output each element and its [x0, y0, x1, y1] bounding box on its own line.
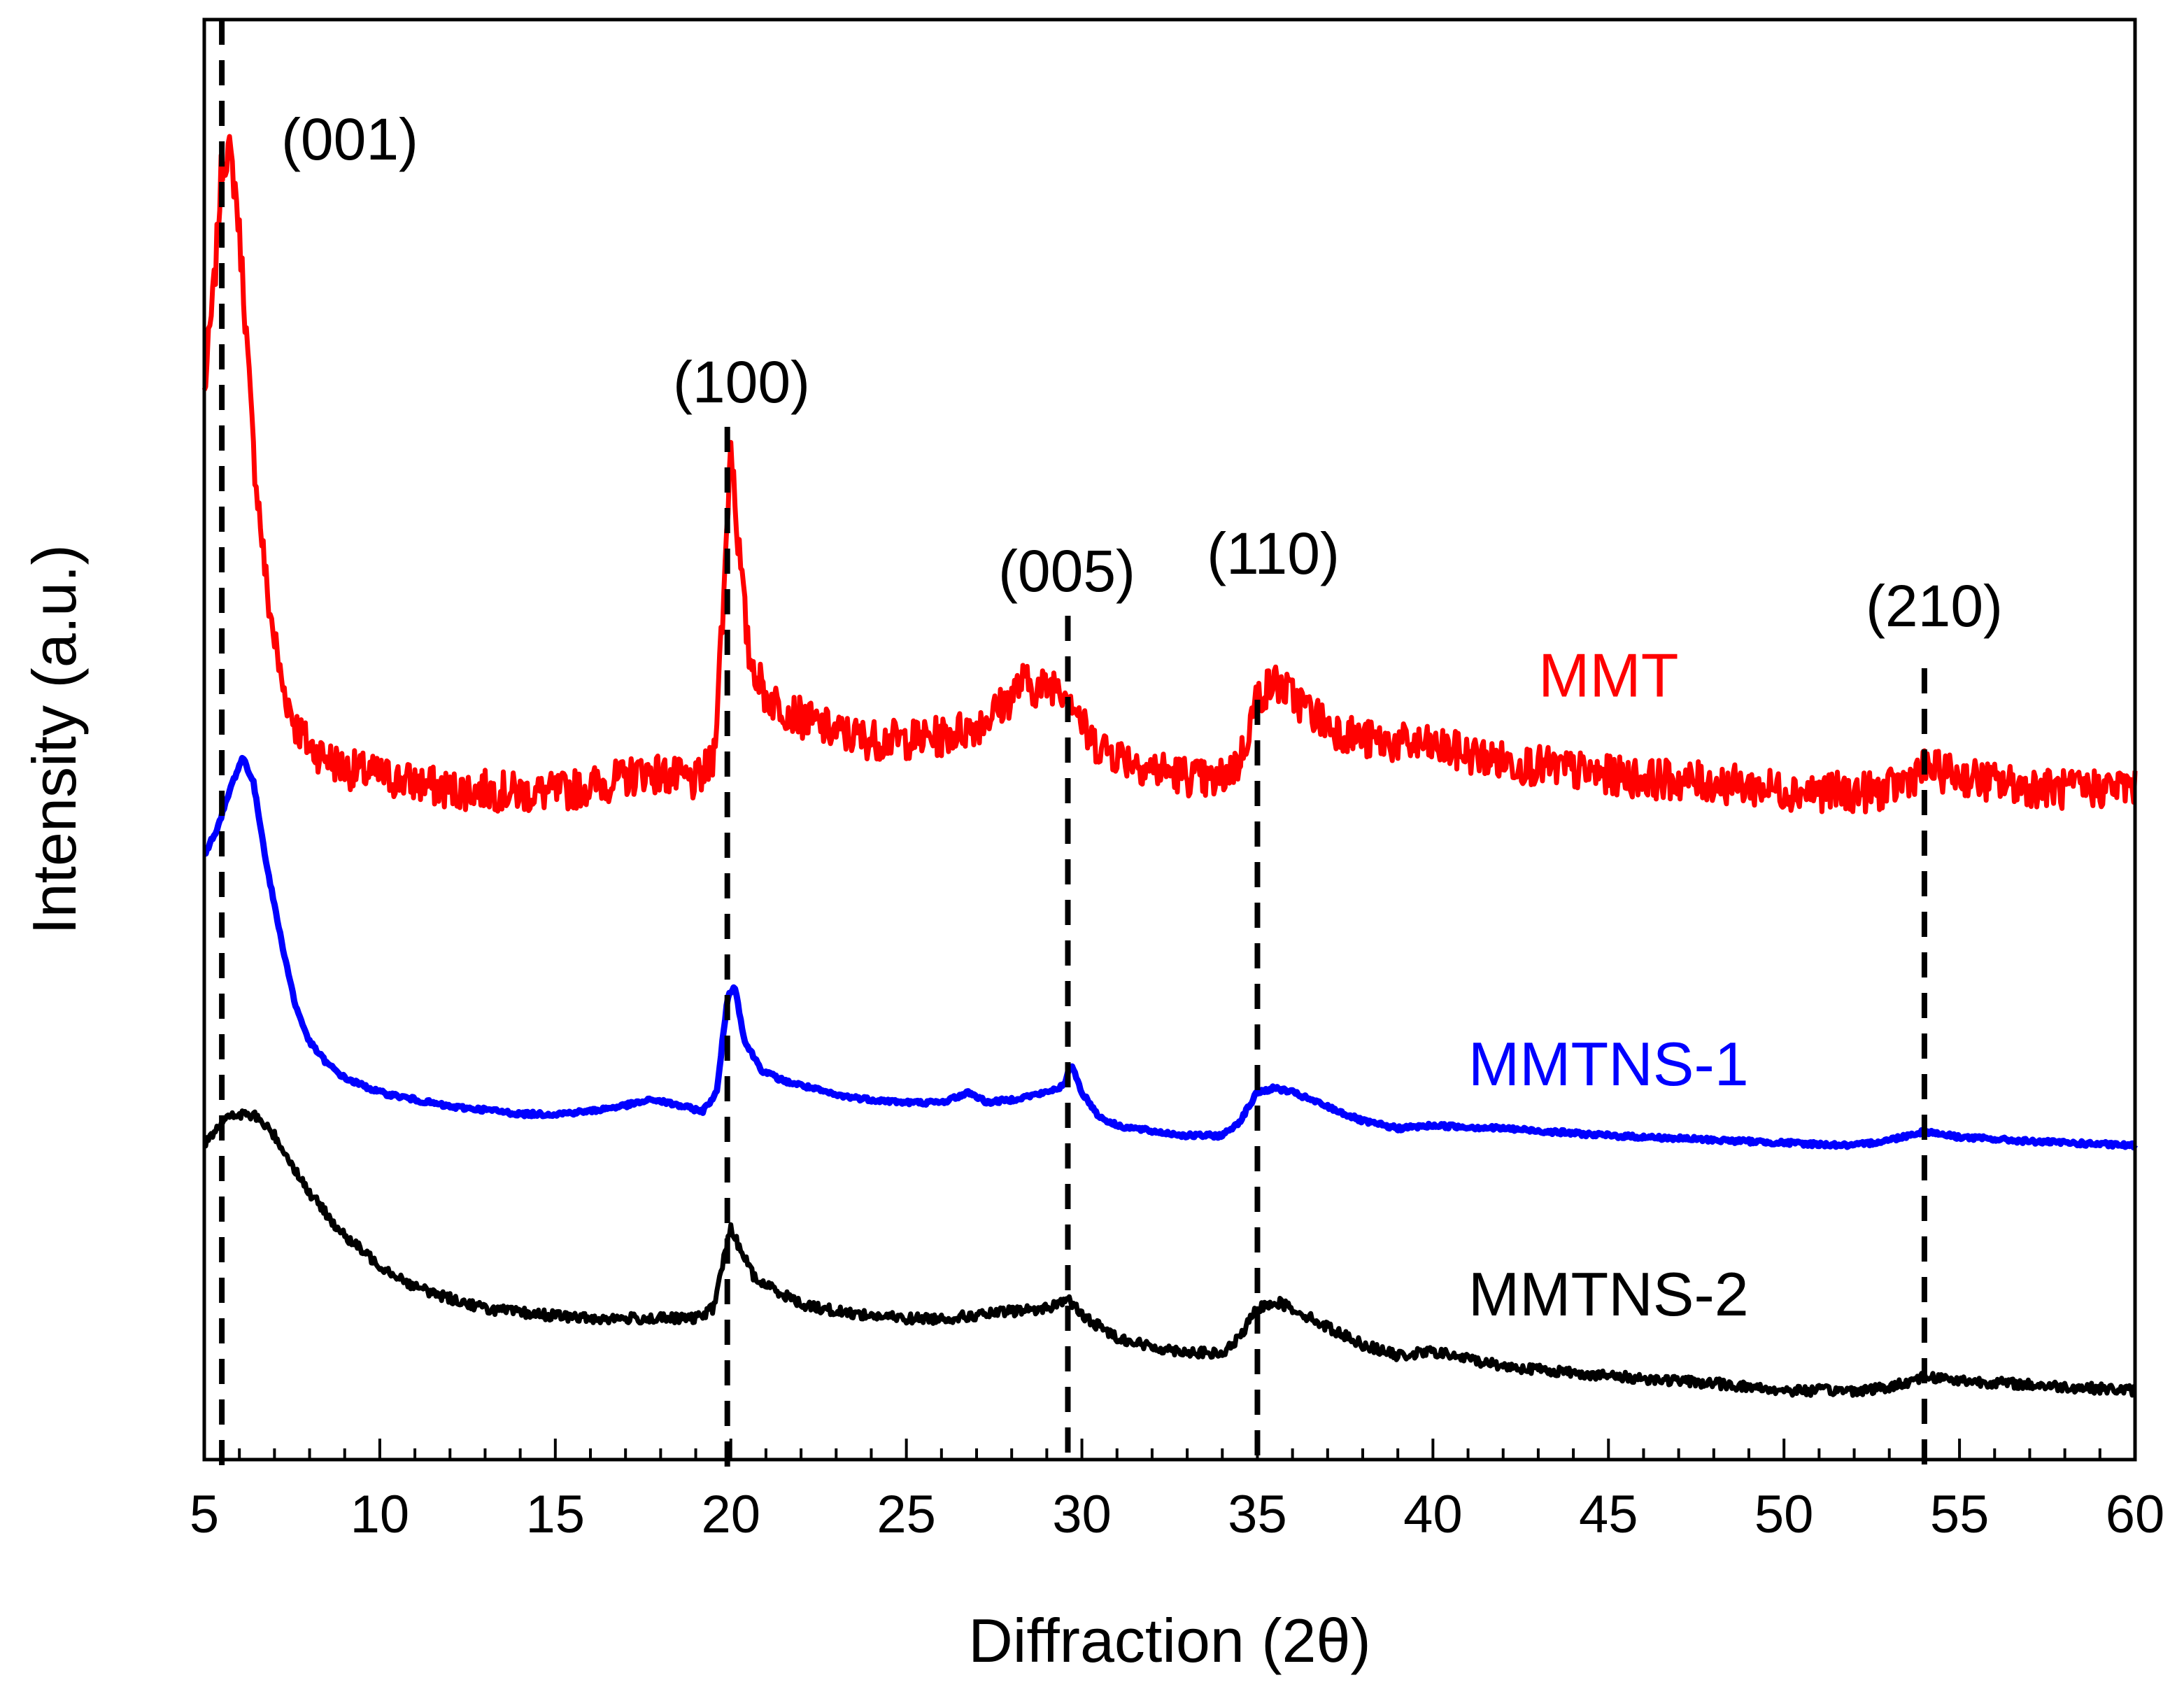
peak-label-001: (001): [281, 106, 418, 172]
peak-label-210: (210): [1866, 573, 2003, 639]
series-label-mmt: MMT: [1538, 640, 1678, 710]
series-line-mmtns-1: [202, 754, 2138, 1151]
series-label-mmtns-2: MMTNS-2: [1468, 1259, 1749, 1329]
x-tick-label-30: 30: [1052, 1485, 1112, 1544]
x-tick-label-45: 45: [1579, 1485, 1638, 1544]
y-axis-title: Intensity (a.u.): [20, 544, 89, 935]
series-layer: [201, 134, 2138, 1398]
x-axis-tick-labels: 5 10 15 20 25 30 35 40 45 50 55 60: [190, 1485, 2164, 1544]
x-tick-label-20: 20: [701, 1485, 760, 1544]
x-axis-ticks: [203, 1439, 2136, 1460]
x-tick-label-10: 10: [350, 1485, 410, 1544]
x-tick-label-25: 25: [877, 1485, 936, 1544]
x-axis-title: Diffraction (2θ): [968, 1606, 1370, 1675]
x-tick-label-5: 5: [190, 1485, 219, 1544]
series-line-mmtns-2: [202, 1108, 2136, 1398]
plot-frame: [202, 17, 2137, 1462]
x-tick-label-15: 15: [526, 1485, 586, 1544]
x-tick-label-50: 50: [1754, 1485, 1814, 1544]
series-line-mmt: [201, 134, 2138, 814]
series-label-mmtns-1: MMTNS-1: [1468, 1029, 1749, 1099]
x-tick-label-35: 35: [1228, 1485, 1287, 1544]
series-labels: MMT MMTNS-1 MMTNS-2: [1468, 640, 1749, 1329]
x-tick-label-60: 60: [2106, 1485, 2165, 1544]
x-tick-label-40: 40: [1403, 1485, 1463, 1544]
x-tick-label-55: 55: [1930, 1485, 1990, 1544]
peak-markers: [219, 20, 1927, 1467]
peak-label-005: (005): [998, 538, 1135, 604]
peak-label-100: (100): [673, 349, 810, 415]
peak-labels: (001) (100) (005) (110) (210): [281, 106, 2003, 639]
peak-label-110: (110): [1207, 521, 1340, 586]
